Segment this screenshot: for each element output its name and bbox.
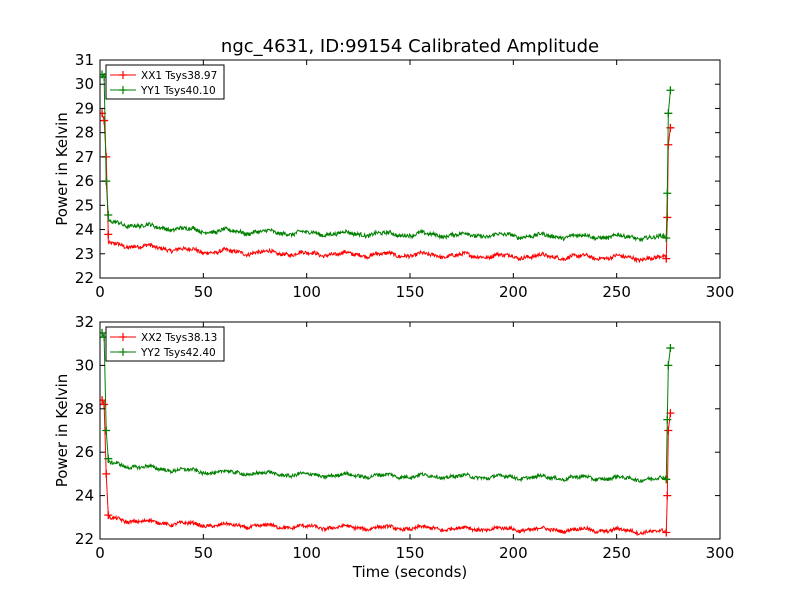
legend-box xyxy=(105,326,225,362)
data-point-marker xyxy=(663,491,672,500)
chart-title: ngc_4631, ID:99154 Calibrated Amplitude xyxy=(221,36,599,57)
data-point-marker xyxy=(666,344,675,353)
y-tick-label: 24 xyxy=(75,221,94,239)
y-tick-label: 28 xyxy=(75,124,94,142)
legend-marker xyxy=(119,333,127,341)
data-point-marker xyxy=(104,211,113,220)
y-axis-label: Power in Kelvin xyxy=(53,374,71,488)
plot-panel-bottom: 0 50 100 150 200 250 300 22 24 26 28 30 32 Power in K… xyxy=(53,313,734,581)
series-line xyxy=(101,74,671,243)
series-xx1 xyxy=(100,109,675,264)
legend-entry: XX2 Tsys38.13 xyxy=(141,332,217,344)
data-point-marker xyxy=(666,86,675,95)
legend-marker xyxy=(119,86,127,94)
x-tick-label: 0 xyxy=(95,544,105,562)
data-point-marker xyxy=(664,109,673,118)
data-point-marker xyxy=(104,230,113,239)
series-line xyxy=(101,113,671,264)
data-point-marker xyxy=(666,123,675,132)
legend-entry: XX1 Tsys38.97 xyxy=(141,70,217,82)
data-point-marker xyxy=(104,454,113,463)
data-point-marker xyxy=(102,469,111,478)
data-point-marker xyxy=(100,328,107,337)
y-tick-label: 30 xyxy=(75,356,94,374)
legend-entry: YY2 Tsys42.40 xyxy=(140,347,216,359)
series-xx2 xyxy=(100,396,675,537)
x-tick-label: 150 xyxy=(396,283,425,301)
y-tick-label: 31 xyxy=(75,51,94,69)
legend-entry: YY1 Tsys40.10 xyxy=(140,85,216,97)
x-tick-label: 300 xyxy=(706,544,735,562)
y-tick-label: 32 xyxy=(75,313,94,331)
data-point-marker xyxy=(664,361,673,370)
x-tick-label: 250 xyxy=(602,544,631,562)
y-tick-label: 28 xyxy=(75,400,94,418)
y-tick-label: 23 xyxy=(75,245,94,263)
series-line xyxy=(101,399,671,537)
data-point-marker xyxy=(100,116,109,125)
series-line xyxy=(101,332,671,484)
x-tick-label: 250 xyxy=(602,283,631,301)
data-point-marker xyxy=(662,528,671,537)
legend-marker xyxy=(119,348,127,356)
legend: XX1 Tsys38.97 YY1 Tsys40.10 xyxy=(105,64,225,100)
y-tick-label: 22 xyxy=(75,530,94,548)
x-tick-label: 200 xyxy=(499,544,528,562)
series-yy1 xyxy=(100,70,675,243)
data-point-marker xyxy=(102,426,111,435)
plot-panel-top: 0 50 100 150 200 250 300 22 23 24 25 26 27 28 29 30 31 Po… xyxy=(53,51,734,301)
data-point-marker xyxy=(664,426,673,435)
legend-marker xyxy=(119,71,127,79)
y-tick-label: 22 xyxy=(75,269,94,287)
x-tick-label: 50 xyxy=(194,544,213,562)
x-tick-label: 0 xyxy=(95,283,105,301)
y-tick-label: 26 xyxy=(75,172,94,190)
y-tick-label: 27 xyxy=(75,148,94,166)
y-tick-label: 25 xyxy=(75,196,94,214)
x-axis-label: Time (seconds) xyxy=(352,563,468,581)
data-point-marker xyxy=(663,189,672,198)
y-tick-label: 30 xyxy=(75,75,94,93)
data-point-marker xyxy=(662,475,671,484)
x-tick-label: 200 xyxy=(499,283,528,301)
data-point-marker xyxy=(662,234,671,243)
y-tick-label: 24 xyxy=(75,487,94,505)
legend: XX2 Tsys38.13 YY2 Tsys42.40 xyxy=(105,326,225,362)
data-point-marker xyxy=(100,400,109,409)
data-point-marker xyxy=(104,511,113,520)
x-tick-label: 50 xyxy=(194,283,213,301)
data-point-marker xyxy=(662,254,671,263)
legend-box xyxy=(105,64,225,100)
y-tick-label: 29 xyxy=(75,99,94,117)
x-tick-label: 300 xyxy=(706,283,735,301)
data-point-marker xyxy=(663,415,672,424)
y-tick-label: 26 xyxy=(75,443,94,461)
data-point-marker xyxy=(100,396,107,405)
x-tick-label: 100 xyxy=(292,283,321,301)
x-tick-label: 100 xyxy=(292,544,321,562)
x-tick-label: 150 xyxy=(396,544,425,562)
y-axis-label: Power in Kelvin xyxy=(53,112,71,226)
series-yy2 xyxy=(100,328,675,484)
